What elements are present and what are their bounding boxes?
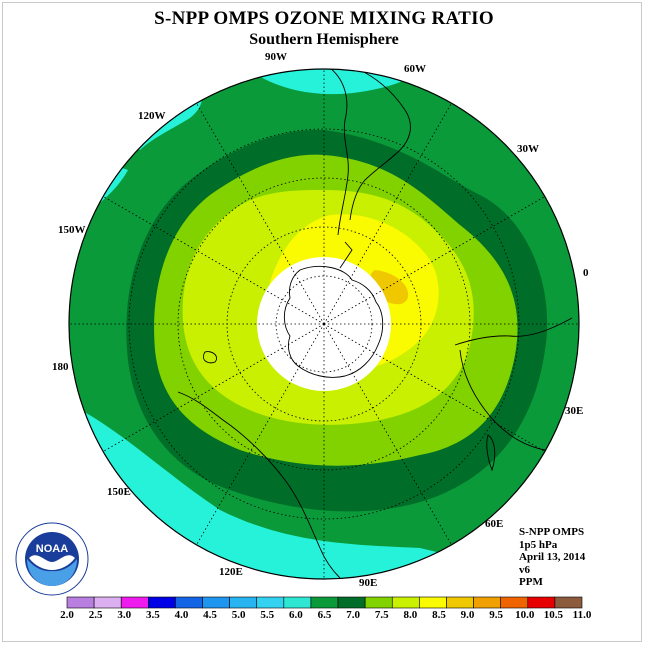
colorbar-swatch — [500, 596, 529, 609]
lon-label-30w: 30W — [517, 143, 539, 155]
colorbar-swatch — [202, 596, 230, 609]
colorbar-label: 2.5 — [88, 609, 103, 621]
colorbar-label: 6.0 — [289, 609, 303, 621]
colorbar-swatch — [554, 596, 583, 609]
colorbar-swatch — [93, 596, 122, 609]
coastline-new-zealand — [203, 351, 217, 364]
info-block: S-NPP OMPS 1p5 hPa April 13, 2014 v6 PPM — [519, 526, 585, 589]
meridian-line — [196, 323, 325, 546]
coastline-australia — [177, 391, 341, 579]
colorbar-swatch — [419, 596, 447, 609]
lon-label-120w: 120W — [138, 110, 166, 122]
info-level: 1p5 hPa — [519, 538, 558, 551]
noaa-logo: NOAA — [15, 522, 89, 596]
meridian-line — [323, 323, 452, 546]
colorbar-label: 4.5 — [203, 609, 217, 621]
meridian-line — [196, 102, 325, 325]
lon-label-90e: 90E — [359, 577, 378, 589]
colorbar-swatch — [256, 596, 285, 609]
coastline-antarctica — [283, 241, 384, 378]
info-instrument: S-NPP OMPS — [519, 526, 585, 538]
info-date: April 13, 2014 — [519, 551, 586, 563]
page-subtitle: Southern Hemisphere — [249, 31, 399, 48]
colorbar-label: 7.5 — [374, 609, 389, 621]
map-border — [68, 68, 580, 580]
page-title: S-NPP OMPS OZONE MIXING RATIO — [154, 8, 494, 29]
ozone-zone-cyan-top — [240, 69, 430, 95]
meridian-line — [323, 323, 546, 452]
ozone-zone-cyan-bottom — [69, 400, 470, 579]
colorbar-label: 5.0 — [231, 609, 246, 621]
meridian-line — [323, 196, 546, 325]
colorbar-swatch — [364, 596, 393, 609]
lon-label-150e: 150E — [107, 486, 131, 498]
noaa-logo-text: NOAA — [36, 543, 68, 555]
colorbar-label: 10.5 — [543, 609, 563, 621]
colorbar-label: 11.0 — [572, 609, 592, 621]
lon-label-180: 180 — [52, 361, 69, 373]
colorbar-label: 7.0 — [346, 609, 360, 621]
coastlines — [177, 69, 573, 579]
colorbar-label: 2.0 — [60, 609, 74, 621]
meridian-line — [323, 102, 452, 325]
colorbar-swatch — [446, 596, 474, 609]
colorbar-swatch — [175, 596, 203, 609]
lon-label-60w: 60W — [404, 63, 426, 75]
coastline-madagascar — [486, 434, 496, 472]
coastline-africa — [454, 317, 573, 451]
colorbar-label: 3.0 — [117, 609, 132, 621]
lon-label-90w: 90W — [265, 51, 287, 63]
colorbar-label: 8.5 — [432, 609, 446, 621]
colorbar-label: 4.0 — [174, 609, 189, 621]
colorbar-swatch — [310, 596, 339, 609]
colorbar-swatch — [283, 596, 312, 609]
colorbar-label: 9.5 — [489, 609, 504, 621]
info-version: v6 — [519, 563, 530, 576]
colorbar-swatch — [120, 596, 149, 609]
colorbar-label: 5.5 — [260, 609, 275, 621]
colorbar-label: 6.5 — [317, 609, 332, 621]
lon-label-60e: 60E — [485, 518, 504, 530]
lon-label-150w: 150W — [58, 224, 86, 236]
meridian-line — [102, 323, 325, 452]
lon-label-120e: 120E — [219, 566, 243, 578]
colorbar-label: 10.0 — [515, 609, 535, 621]
lon-label-30e: 30E — [565, 405, 584, 417]
colorbar-swatch — [473, 596, 501, 609]
colorbar-swatch — [337, 596, 366, 609]
figure-frame — [2, 2, 642, 642]
colorbar-swatch — [66, 596, 95, 609]
colorbar-swatch — [148, 596, 176, 609]
colorbar-label: 3.5 — [145, 609, 160, 621]
colorbar-swatch — [391, 596, 420, 609]
info-units: PPM — [519, 576, 543, 588]
meridian-line — [102, 196, 325, 325]
colorbar-swatch — [229, 596, 258, 609]
colorbar — [66, 596, 583, 609]
coastline-south-america — [329, 69, 411, 236]
colorbar-label: 8.0 — [403, 609, 418, 621]
longitude-grid — [69, 69, 579, 579]
colorbar-label: 9.0 — [460, 609, 475, 621]
colorbar-swatch — [527, 596, 556, 609]
lon-label-0: 0 — [583, 267, 589, 279]
